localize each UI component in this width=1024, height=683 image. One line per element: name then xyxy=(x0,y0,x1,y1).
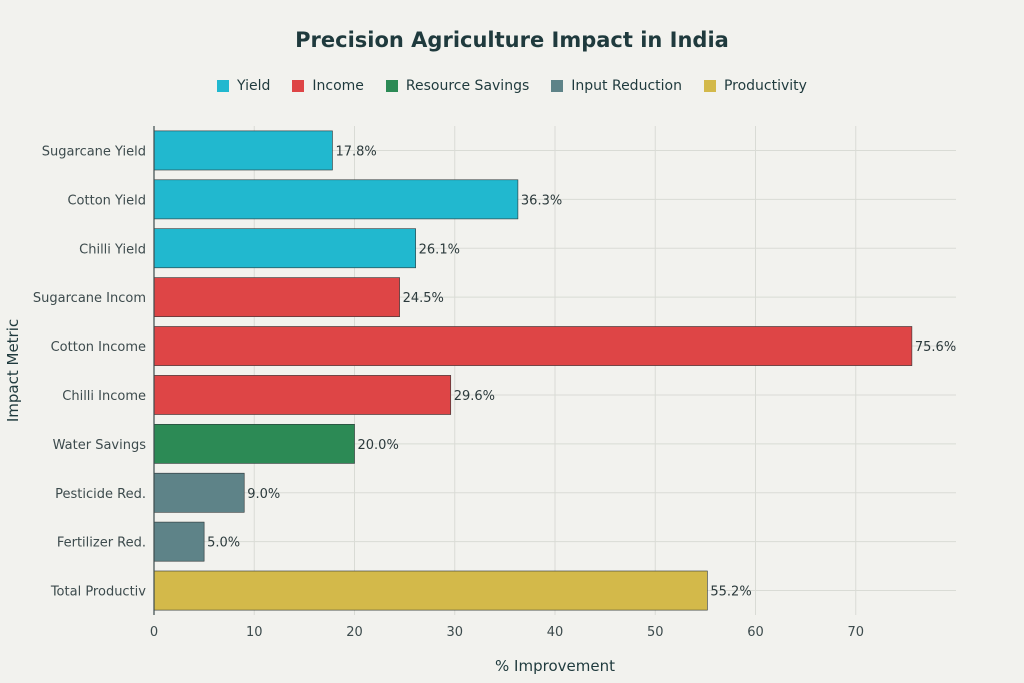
data-label: 17.8% xyxy=(335,144,376,159)
bar xyxy=(153,277,400,318)
x-tick-label: 70 xyxy=(847,625,864,640)
legend-swatch xyxy=(217,80,230,92)
legend-swatch xyxy=(551,80,564,92)
legend: Yield Income Resource Savings Input Reducti… xyxy=(0,78,1024,94)
data-label: 75.6% xyxy=(915,340,956,355)
category-label: Sugarcane Incom xyxy=(33,291,146,306)
data-label: 26.1% xyxy=(419,242,460,257)
category-label: Cotton Income xyxy=(51,340,146,355)
category-label: Pesticide Red. xyxy=(55,487,146,502)
legend-item: Resource Savings xyxy=(385,78,530,94)
x-tick-label: 40 xyxy=(547,625,564,640)
category-label: Total Productiv xyxy=(50,585,146,600)
x-tick-label: 20 xyxy=(346,625,363,640)
bar xyxy=(153,423,355,464)
data-label: 29.6% xyxy=(454,389,495,404)
legend-item: Input Reduction xyxy=(551,78,682,94)
x-tick-label: 50 xyxy=(647,625,664,640)
bar xyxy=(153,228,416,269)
data-label: 55.2% xyxy=(710,585,751,600)
legend-item: Yield xyxy=(217,78,270,94)
data-label: 20.0% xyxy=(358,438,399,453)
data-label: 36.3% xyxy=(521,193,562,208)
legend-swatch xyxy=(385,80,398,92)
category-label: Water Savings xyxy=(53,438,147,453)
x-tick-label: 0 xyxy=(150,625,158,640)
legend-label: Resource Savings xyxy=(405,78,530,94)
category-label: Chilli Yield xyxy=(79,242,146,257)
bar xyxy=(153,130,333,171)
category-label: Fertilizer Red. xyxy=(57,536,146,551)
legend-item: Income xyxy=(292,78,364,94)
x-tick-label: 60 xyxy=(747,625,764,640)
bar xyxy=(153,570,708,611)
data-label: 9.0% xyxy=(247,487,280,502)
bar xyxy=(153,375,452,415)
data-label: 24.5% xyxy=(403,291,444,306)
bar xyxy=(153,472,245,513)
category-label: Sugarcane Yield xyxy=(42,144,146,159)
bar xyxy=(153,326,913,366)
chart-title: Precision Agriculture Impact in India xyxy=(295,28,729,52)
x-tick-label: 30 xyxy=(446,625,463,640)
legend-swatch xyxy=(703,80,716,92)
y-axis-title: Impact Metric xyxy=(4,319,22,422)
bar xyxy=(153,179,519,220)
legend-label: Income xyxy=(312,78,364,94)
legend-swatch xyxy=(292,80,305,92)
x-axis-title: % Improvement xyxy=(495,657,615,675)
data-label: 5.0% xyxy=(207,536,240,551)
legend-label: Input Reduction xyxy=(571,78,682,94)
legend-item: Productivity xyxy=(703,78,807,94)
legend-label: Yield xyxy=(237,78,271,94)
bar xyxy=(153,521,205,562)
category-label: Cotton Yield xyxy=(67,193,146,208)
legend-label: Productivity xyxy=(723,78,807,94)
x-tick-label: 10 xyxy=(246,625,263,640)
category-label: Chilli Income xyxy=(62,389,146,404)
